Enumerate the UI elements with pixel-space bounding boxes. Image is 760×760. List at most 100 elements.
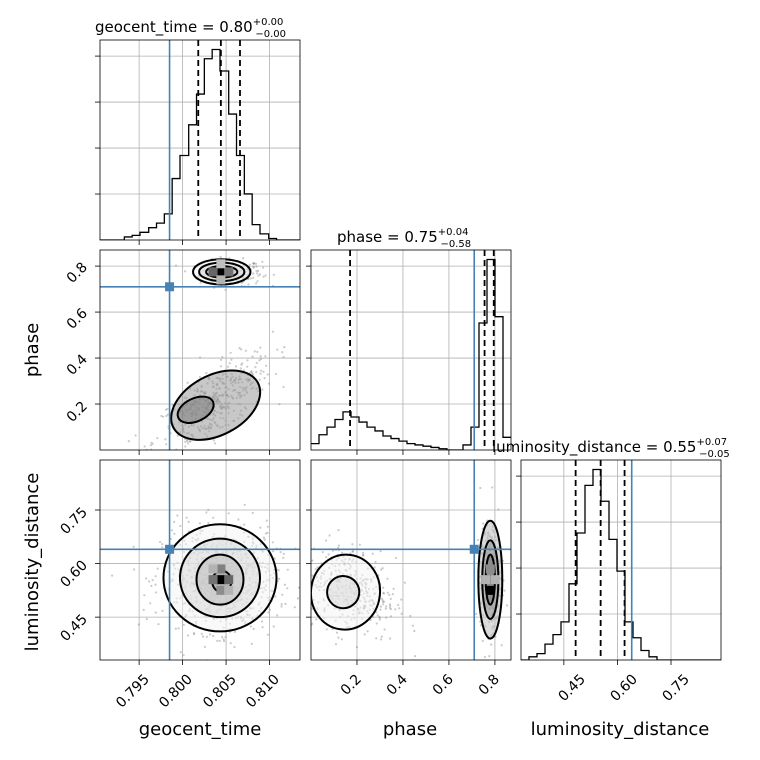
scatter-point: [263, 538, 266, 541]
scatter-point: [208, 633, 212, 636]
scatter-point: [379, 605, 382, 608]
scatter-point: [184, 457, 186, 459]
scatter-point: [296, 597, 299, 600]
scatter-point: [373, 566, 376, 569]
density-cell: [216, 585, 226, 595]
tick-marks: [95, 55, 672, 665]
injection-marker: [165, 544, 175, 554]
scatter-point: [187, 520, 190, 524]
scatter-point: [166, 413, 169, 416]
scatter-point: [257, 274, 260, 277]
scatter-point: [388, 593, 391, 597]
scatter-point: [490, 643, 493, 646]
scatter-point: [257, 269, 260, 272]
scatter-point: [337, 529, 340, 532]
scatter-point: [252, 266, 255, 269]
scatter-point: [253, 262, 256, 265]
scatter-point: [199, 356, 202, 359]
scatter-point: [397, 603, 400, 607]
scatter-point: [177, 453, 179, 455]
scatter-point: [212, 516, 215, 519]
scatter-point: [382, 603, 385, 606]
scatter-point: [157, 623, 160, 626]
scatter-point: [227, 512, 230, 515]
scatter-point: [275, 372, 278, 376]
panel-background: [521, 460, 721, 660]
scatter-point: [156, 437, 159, 440]
histograms: [100, 48, 721, 660]
scatter-point: [276, 348, 279, 351]
scatter-point: [378, 615, 381, 619]
scatter-point: [200, 632, 203, 635]
density-cell: [216, 259, 226, 269]
scatter-point: [249, 277, 252, 280]
scatter-point: [375, 637, 378, 640]
scatter-point: [381, 600, 385, 604]
scatter-point: [264, 532, 267, 535]
scatter-point: [283, 346, 286, 349]
scatter-point: [395, 556, 398, 560]
scatter-point: [267, 611, 270, 614]
xtick-labels-geocent-time: 0.795 0.800 0.805 0.810: [113, 672, 283, 712]
scatter-point: [267, 382, 270, 385]
scatter-point: [491, 486, 494, 489]
cell-group: [208, 259, 234, 285]
scatter-point: [282, 552, 285, 556]
scatter-point: [274, 595, 277, 598]
scatter-point: [386, 577, 389, 580]
xtick-label: 0.810: [243, 672, 283, 712]
scatter-point: [305, 596, 307, 598]
scatter-point: [159, 540, 162, 544]
scatter-point: [221, 636, 224, 639]
panel-frame: [310, 249, 512, 451]
scatter-point: [259, 355, 262, 358]
scatter-point: [279, 551, 282, 554]
scatter-point: [271, 330, 274, 333]
scatter-point: [382, 586, 385, 589]
scatter-point: [187, 442, 190, 445]
scatter-point: [325, 556, 328, 559]
scatter-point: [481, 639, 484, 643]
scatter-point: [385, 605, 388, 608]
scatter-point: [380, 638, 383, 641]
panel-frames: [99, 39, 722, 661]
scatter-point: [266, 531, 269, 534]
scatter-point: [145, 617, 148, 621]
scatter-point: [145, 577, 148, 580]
xtick-label: 0.2: [338, 672, 365, 699]
scatter-point: [259, 372, 262, 375]
scatter-point: [252, 265, 255, 268]
scatter-point: [229, 351, 232, 354]
scatter-point: [282, 556, 285, 560]
scatter-point: [394, 608, 397, 611]
scatter-point: [389, 607, 392, 611]
scatter-point: [254, 262, 258, 265]
scatter-point: [311, 574, 314, 577]
scatter-point: [132, 568, 136, 571]
scatter-point: [182, 623, 185, 626]
scatter-point: [126, 454, 128, 456]
scatter-point: [379, 608, 382, 611]
scatter-point: [201, 454, 203, 456]
scatter-point: [186, 381, 189, 384]
scatter-point: [384, 607, 387, 610]
scatter-point: [383, 628, 386, 631]
scatter-point: [184, 270, 187, 273]
scatter-point: [505, 604, 509, 607]
scatter-point: [253, 350, 256, 353]
scatter-point: [400, 612, 403, 615]
density-cell: [208, 564, 218, 574]
density-cell: [216, 275, 226, 285]
scatter-point: [243, 503, 246, 506]
scatter-point: [170, 452, 172, 454]
scatter-point: [170, 456, 172, 458]
scatter-point: [255, 265, 258, 268]
scatter-point: [256, 280, 259, 283]
scatter-point: [361, 554, 365, 557]
density-cell: [481, 575, 491, 585]
scatter-point: [252, 272, 255, 275]
scatter-point: [207, 521, 210, 525]
scatter-point: [282, 385, 285, 389]
scatter-point: [165, 414, 168, 418]
scatter-point: [386, 591, 389, 594]
